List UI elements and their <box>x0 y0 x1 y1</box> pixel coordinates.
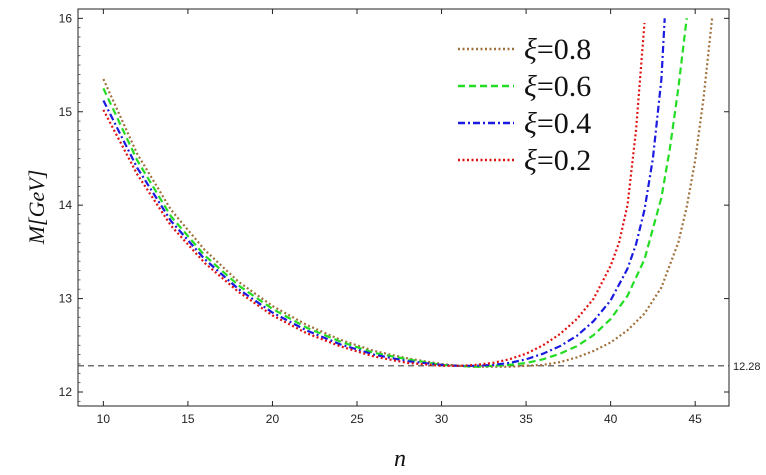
x-tick-label: 25 <box>350 412 364 426</box>
reference-line-label: 12.28 <box>733 361 761 373</box>
series-line-3 <box>102 22 646 367</box>
legend-symbol: ξ <box>524 33 537 66</box>
x-tick-label: 10 <box>97 412 111 426</box>
legend-value: =0.2 <box>537 144 591 177</box>
legend-label: ξ=0.8 <box>524 33 591 66</box>
legend-item: ξ=0.8 <box>458 33 591 66</box>
x-axis-title: n <box>394 446 406 472</box>
legend-item: ξ=0.4 <box>458 107 591 140</box>
legend-label: ξ=0.6 <box>524 70 591 103</box>
legend-value: =0.6 <box>537 70 591 103</box>
x-tick-label: 15 <box>181 412 195 426</box>
ticks-group: 10 15 20 25 30 35 40 45 12 13 14 15 16 <box>59 9 729 426</box>
legend: ξ=0.8ξ=0.6ξ=0.4ξ=0.2 <box>458 33 591 177</box>
legend-item: ξ=0.2 <box>458 144 591 177</box>
legend-value: =0.8 <box>537 33 591 66</box>
x-tick-label: 20 <box>266 412 280 426</box>
plot-frame <box>77 8 730 407</box>
reference-line-group: 12.28 <box>78 361 761 373</box>
y-tick-label: 12 <box>59 385 73 399</box>
y-tick-label: 15 <box>59 105 73 119</box>
x-tick-label: 30 <box>435 412 449 426</box>
series-line-1 <box>102 18 688 368</box>
series-line-0 <box>102 18 714 368</box>
legend-symbol: ξ <box>524 107 537 140</box>
legend-symbol: ξ <box>524 70 537 103</box>
legend-symbol: ξ <box>524 144 537 177</box>
legend-label: ξ=0.4 <box>524 107 591 140</box>
legend-label: ξ=0.2 <box>524 144 591 177</box>
y-axis-title: M[GeV] <box>24 170 49 246</box>
legend-item: ξ=0.6 <box>458 70 591 103</box>
y-tick-label: 14 <box>59 198 73 212</box>
x-tick-label: 35 <box>519 412 533 426</box>
series-group <box>102 18 714 368</box>
x-tick-label: 40 <box>604 412 618 426</box>
legend-value: =0.4 <box>537 107 591 140</box>
y-tick-label: 16 <box>59 11 73 25</box>
y-tick-label: 13 <box>59 292 73 306</box>
x-tick-label: 45 <box>689 412 703 426</box>
series-line-2 <box>102 18 666 367</box>
